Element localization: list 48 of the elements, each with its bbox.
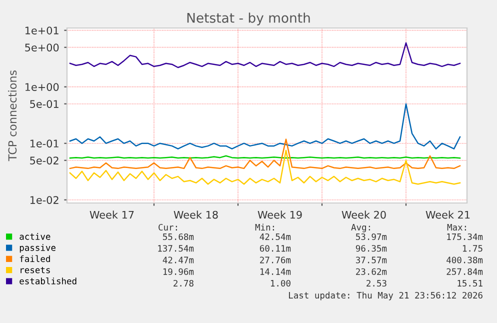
text: Avg:	[351, 224, 370, 232]
x-tick-label: Week 17	[90, 210, 134, 219]
legend-label: passive	[20, 244, 56, 253]
text: Cur:	[158, 224, 177, 231]
text: 2.78	[174, 280, 194, 287]
text: Min:	[255, 224, 274, 230]
text: 55.68m	[163, 233, 194, 240]
line-series	[69, 150, 461, 185]
legend-label: active	[20, 233, 50, 240]
text: 15.51	[458, 280, 482, 287]
text: 1.75	[462, 245, 482, 252]
text: 60.11m	[260, 245, 291, 252]
text: 37.57m	[356, 256, 387, 264]
text: 23.62m	[356, 268, 387, 275]
chart-title: Netstat - by month	[187, 12, 310, 26]
y-tick-label: 5e+00	[25, 44, 59, 52]
y-tick-label: 1e+01	[25, 26, 58, 34]
text: 257.84m	[446, 268, 483, 275]
text: 53.97m	[356, 233, 387, 240]
y-tick-label: 5e-02	[30, 156, 58, 164]
legend-label: resets	[20, 266, 50, 274]
y-tick-label: 1e+00	[25, 83, 59, 91]
text: 42.54m	[260, 233, 291, 240]
line-series	[69, 103, 461, 150]
line-series	[69, 138, 461, 170]
line-series	[69, 42, 461, 68]
y-axis-title: TCP connections	[8, 70, 17, 162]
legend-label: established	[20, 278, 76, 284]
text: 42.47m	[162, 256, 194, 264]
text: 175.34m	[447, 233, 483, 240]
x-tick-label: Week 20	[342, 210, 386, 219]
text: 14.14m	[260, 268, 291, 275]
y-tick-label: 5e-01	[30, 100, 58, 108]
text: Last update: Thu May 21 23:56:12 2026	[289, 292, 482, 300]
x-tick-label: Week 19	[258, 210, 302, 219]
x-tick-label: Week 21	[426, 210, 470, 219]
text: 27.76m	[260, 256, 291, 264]
y-tick-label: 1e-01	[30, 140, 58, 148]
text: 2.53	[366, 280, 386, 287]
x-tick-label: Week 18	[174, 210, 218, 219]
text: 137.54m	[158, 245, 194, 252]
text: 19.96m	[163, 268, 194, 275]
text: 1.00	[270, 280, 290, 287]
legend-label: failed	[20, 255, 50, 262]
y-tick-label: 1e-02	[30, 196, 58, 204]
text: 400.38m	[446, 256, 483, 264]
text: Max:	[447, 224, 466, 231]
text: 96.35m	[356, 245, 387, 252]
